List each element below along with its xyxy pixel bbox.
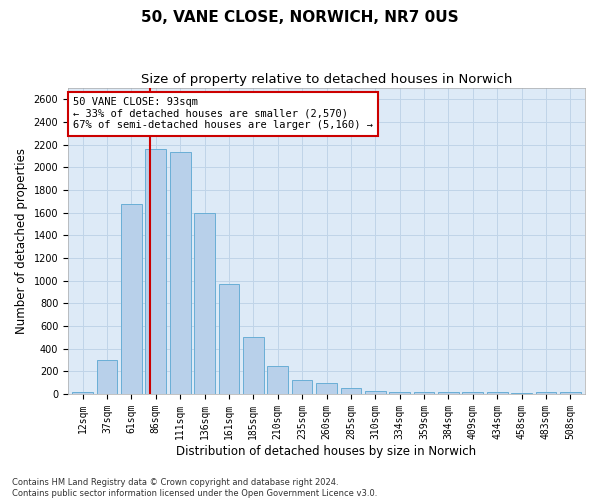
Y-axis label: Number of detached properties: Number of detached properties [15,148,28,334]
Bar [194,212,215,394]
Text: Contains HM Land Registry data © Crown copyright and database right 2024.
Contai: Contains HM Land Registry data © Crown c… [12,478,377,498]
Bar [316,382,337,394]
Text: 50, VANE CLOSE, NORWICH, NR7 0US: 50, VANE CLOSE, NORWICH, NR7 0US [141,10,459,25]
Bar [438,392,459,394]
Bar [121,204,142,394]
Text: 50 VANE CLOSE: 93sqm
← 33% of detached houses are smaller (2,570)
67% of semi-de: 50 VANE CLOSE: 93sqm ← 33% of detached h… [73,97,373,130]
Bar [243,338,264,394]
Bar [389,392,410,394]
Bar [536,392,556,394]
Bar [97,360,118,394]
Bar [218,284,239,394]
Bar [268,366,288,394]
Bar [413,392,434,394]
Bar [463,392,483,394]
Bar [341,388,361,394]
Bar [560,392,581,394]
Bar [511,393,532,394]
Bar [72,392,93,394]
X-axis label: Distribution of detached houses by size in Norwich: Distribution of detached houses by size … [176,444,476,458]
Bar [145,149,166,394]
Bar [487,392,508,394]
Bar [170,152,191,394]
Bar [292,380,313,394]
Title: Size of property relative to detached houses in Norwich: Size of property relative to detached ho… [141,72,512,86]
Bar [365,390,386,394]
